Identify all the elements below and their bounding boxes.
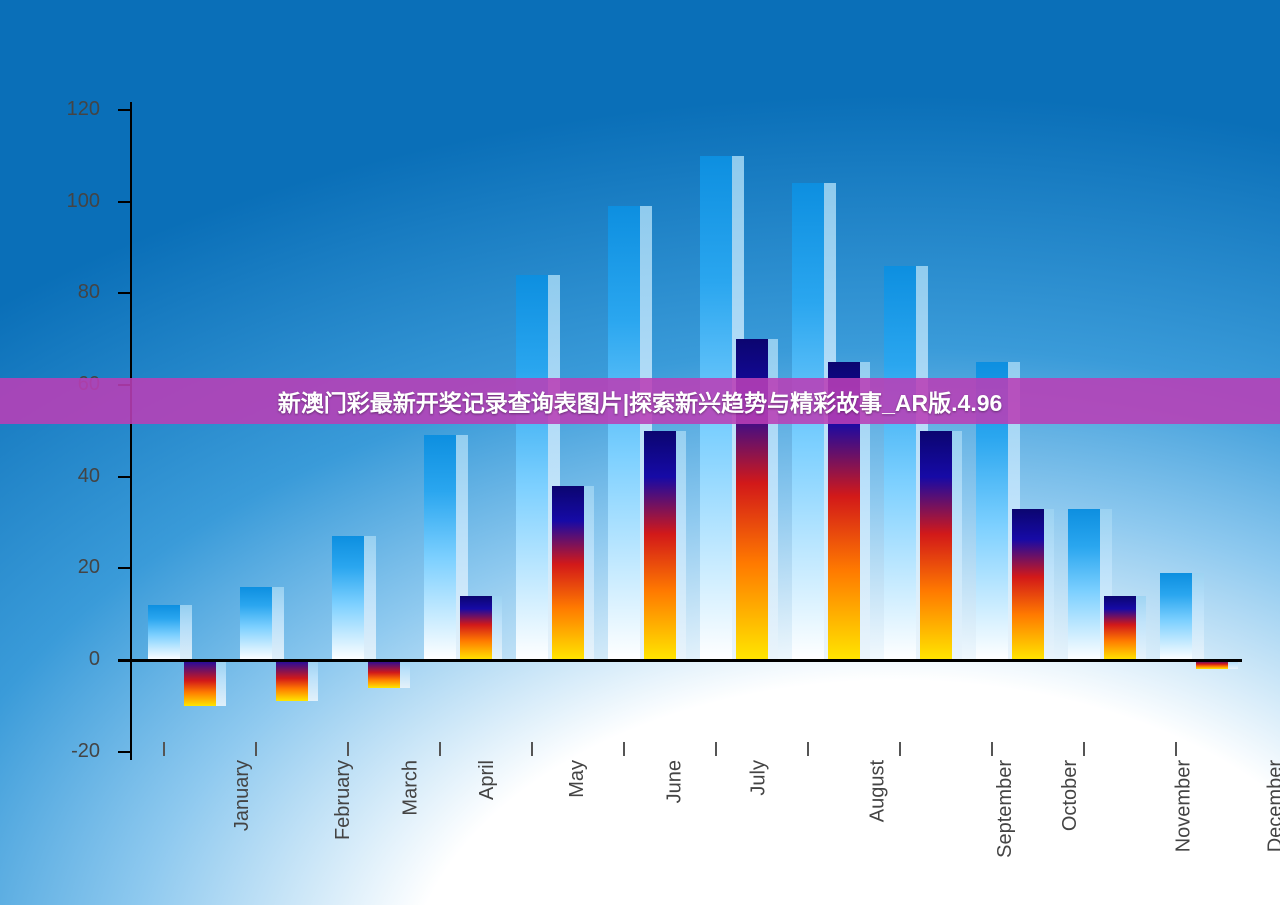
bar-series-b — [368, 660, 400, 688]
chart-canvas: -20020406080100120JanuaryFebruaryMarchAp… — [0, 0, 1280, 905]
y-tick-label: 0 — [0, 648, 100, 671]
x-tick-mark — [899, 742, 901, 756]
x-tick-mark — [623, 742, 625, 756]
x-tick-label: June — [663, 760, 686, 803]
y-tick-label: -20 — [0, 740, 100, 763]
x-tick-mark — [1175, 742, 1177, 756]
x-tick-mark — [255, 742, 257, 756]
x-tick-label: May — [566, 760, 589, 798]
x-tick-mark — [1083, 742, 1085, 756]
x-tick-mark — [991, 742, 993, 756]
bar-series-b — [184, 660, 216, 706]
bar-series-a — [148, 605, 180, 660]
x-tick-mark — [347, 742, 349, 756]
x-tick-label: November — [1172, 760, 1195, 852]
y-tick-label: 80 — [0, 281, 100, 304]
x-tick-label: September — [994, 760, 1017, 858]
overlay-title-banner: 新澳门彩最新开奖记录查询表图片|探索新兴趋势与精彩故事_AR版.4.96 — [0, 378, 1280, 424]
bar-series-b — [276, 660, 308, 701]
y-tick-label: 20 — [0, 556, 100, 579]
bar-series-b — [460, 596, 492, 660]
bar-series-a — [1068, 509, 1100, 660]
x-tick-label: April — [476, 760, 499, 800]
bar-series-a — [608, 206, 640, 660]
bar-series-a — [516, 275, 548, 660]
bar-series-a — [884, 266, 916, 660]
bar-chart: -20020406080100120JanuaryFebruaryMarchAp… — [0, 0, 1280, 905]
bar-series-a — [424, 435, 456, 660]
y-tick-mark — [118, 751, 130, 753]
y-tick-mark — [118, 201, 130, 203]
x-tick-mark — [807, 742, 809, 756]
y-tick-label: 100 — [0, 190, 100, 213]
bar-series-b — [644, 431, 676, 660]
y-tick-mark — [118, 109, 130, 111]
bar-series-b — [920, 431, 952, 660]
bar-series-a — [1160, 573, 1192, 660]
bar-series-b — [1104, 596, 1136, 660]
y-tick-mark — [118, 292, 130, 294]
x-tick-label: March — [400, 760, 423, 816]
x-tick-label: October — [1059, 760, 1082, 831]
x-tick-mark — [163, 742, 165, 756]
y-tick-mark — [118, 567, 130, 569]
x-axis-line-top — [118, 659, 1242, 662]
x-tick-label: February — [332, 760, 355, 840]
bar-series-b — [552, 486, 584, 660]
bar-series-b — [1012, 509, 1044, 660]
y-tick-label: 40 — [0, 465, 100, 488]
y-tick-mark — [118, 476, 130, 478]
banner-text: 新澳门彩最新开奖记录查询表图片|探索新兴趋势与精彩故事_AR版.4.96 — [278, 384, 1003, 418]
bar-series-a — [332, 536, 364, 660]
x-tick-label: July — [748, 760, 771, 796]
x-tick-label: January — [231, 760, 254, 831]
x-tick-mark — [715, 742, 717, 756]
x-tick-mark — [531, 742, 533, 756]
x-tick-mark — [439, 742, 441, 756]
x-tick-label: December — [1264, 760, 1280, 852]
bar-series-a — [240, 587, 272, 660]
x-tick-label: August — [866, 760, 889, 822]
y-tick-label: 120 — [0, 98, 100, 121]
